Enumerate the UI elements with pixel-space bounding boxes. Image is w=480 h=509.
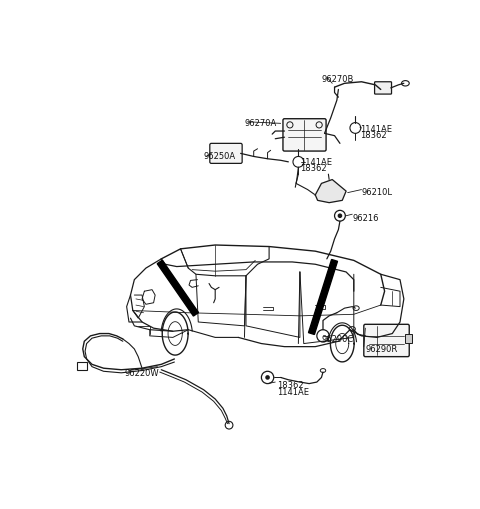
Circle shape: [265, 376, 270, 380]
FancyBboxPatch shape: [374, 82, 392, 95]
Text: 96216: 96216: [352, 213, 379, 222]
Text: 96290R: 96290R: [365, 344, 397, 353]
Circle shape: [337, 214, 342, 219]
Polygon shape: [309, 260, 337, 335]
Polygon shape: [157, 261, 199, 317]
Text: 96270A: 96270A: [244, 119, 276, 128]
Text: 1141AE: 1141AE: [277, 388, 309, 397]
Text: 1141AE: 1141AE: [300, 158, 332, 167]
Text: 18362: 18362: [360, 131, 386, 140]
Text: 96270B: 96270B: [322, 75, 354, 84]
Text: 96210L: 96210L: [361, 188, 393, 197]
FancyBboxPatch shape: [364, 325, 409, 357]
Text: 96220W: 96220W: [124, 369, 159, 378]
Text: 18362: 18362: [277, 380, 303, 389]
Text: 96250A: 96250A: [204, 152, 236, 161]
FancyBboxPatch shape: [210, 144, 242, 164]
Text: 96290C: 96290C: [322, 334, 354, 343]
Polygon shape: [315, 180, 346, 203]
Bar: [77, 362, 87, 370]
Text: 18362: 18362: [300, 164, 326, 173]
Bar: [406, 334, 411, 343]
FancyBboxPatch shape: [283, 120, 326, 152]
Text: 1141AE: 1141AE: [360, 125, 392, 134]
